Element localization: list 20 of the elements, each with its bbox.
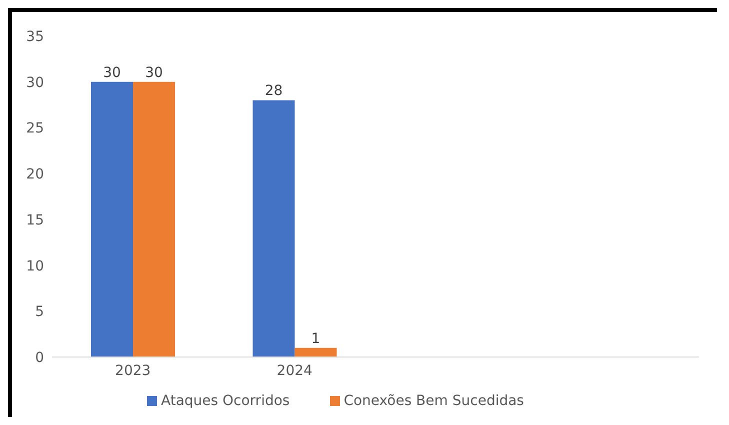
bar: [91, 82, 133, 357]
x-tick-label: 2024: [276, 362, 313, 379]
y-tick-label: 15: [26, 212, 44, 228]
data-label: 30: [103, 64, 121, 81]
y-tick-label: 30: [26, 74, 44, 91]
legend-label: Ataques Ocorridos: [161, 393, 290, 409]
data-label: 30: [145, 64, 163, 81]
y-tick-label: 20: [26, 166, 44, 183]
y-tick-label: 0: [35, 350, 44, 366]
legend-label: Conexões Bem Sucedidas: [344, 393, 524, 409]
y-tick-label: 5: [35, 304, 44, 320]
y-tick-label: 10: [26, 258, 44, 274]
x-tick-label: 2023: [115, 362, 151, 379]
bar: [252, 100, 295, 357]
bar: [133, 82, 175, 357]
y-tick-label: 25: [26, 120, 44, 137]
data-label: 28: [264, 83, 283, 100]
y-tick-label: 35: [26, 28, 44, 45]
bar: [294, 348, 337, 357]
data-label: 1: [311, 330, 320, 347]
